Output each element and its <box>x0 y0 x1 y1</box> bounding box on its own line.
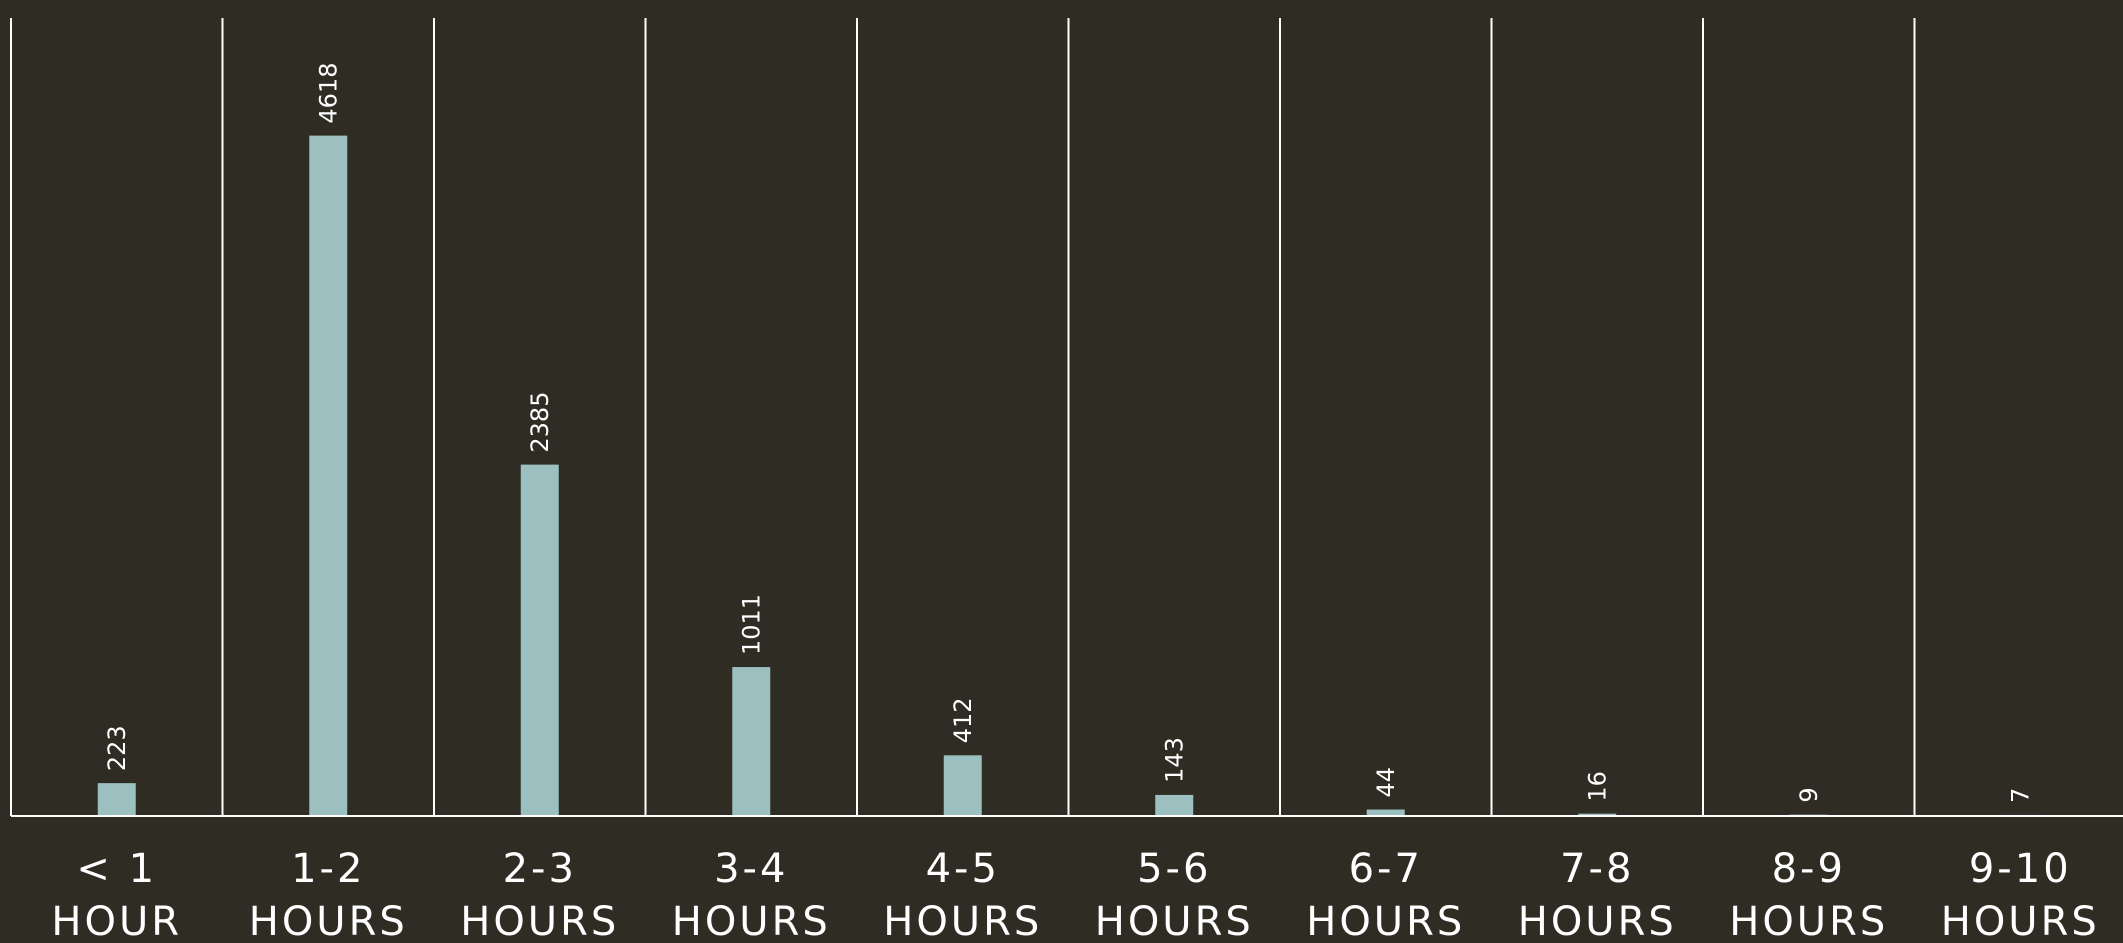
category-label: 2-3 <box>503 846 577 892</box>
bar <box>1578 813 1617 816</box>
category-label: 3-4 <box>714 846 788 892</box>
value-label: 9 <box>1795 787 1823 802</box>
category-label: HOUR <box>51 899 182 943</box>
bar <box>1366 809 1405 816</box>
category-label: HOURS <box>460 899 619 943</box>
bar <box>309 135 348 817</box>
bars <box>97 135 2040 817</box>
category-label: 5-6 <box>1137 846 1211 892</box>
bar <box>1155 794 1194 816</box>
category-label: 7-8 <box>1560 846 1634 892</box>
value-label: 143 <box>1160 737 1188 783</box>
category-label: HOURS <box>249 899 408 943</box>
column-dividers <box>10 18 1916 816</box>
category-label: HOURS <box>1941 899 2100 943</box>
category-label: 4-5 <box>926 846 1000 892</box>
category-label: 6-7 <box>1349 846 1423 892</box>
value-label: 4618 <box>314 63 342 124</box>
category-label: HOURS <box>1095 899 1254 943</box>
value-label: 1011 <box>737 594 765 655</box>
category-label: HOURS <box>1729 899 1888 943</box>
category-labels: < 1 HOUR 1-2 HOURS 2-3 HOURS 3-4 HOURS 4-5 HOURS 5… <box>51 846 2100 943</box>
value-label: 223 <box>103 725 131 771</box>
category-label: HOURS <box>672 899 831 943</box>
category-label: 1-2 <box>291 846 365 892</box>
value-labels: 223 4618 2385 1011 412 143 44 16 9 7 <box>103 63 2035 803</box>
value-label: 44 <box>1372 767 1400 798</box>
category-label: HOURS <box>1518 899 1677 943</box>
bar <box>97 783 136 816</box>
bar <box>732 667 771 816</box>
bar <box>943 755 982 816</box>
category-label: 9-10 <box>1969 846 2072 892</box>
value-label: 412 <box>949 697 977 743</box>
value-label: 16 <box>1583 771 1611 802</box>
category-label: 8-9 <box>1772 846 1846 892</box>
category-label: < 1 <box>76 846 157 892</box>
value-label: 2385 <box>526 392 554 453</box>
bar <box>520 464 559 816</box>
category-label: HOURS <box>883 899 1042 943</box>
value-label: 7 <box>2006 788 2034 803</box>
category-label: HOURS <box>1306 899 1465 943</box>
